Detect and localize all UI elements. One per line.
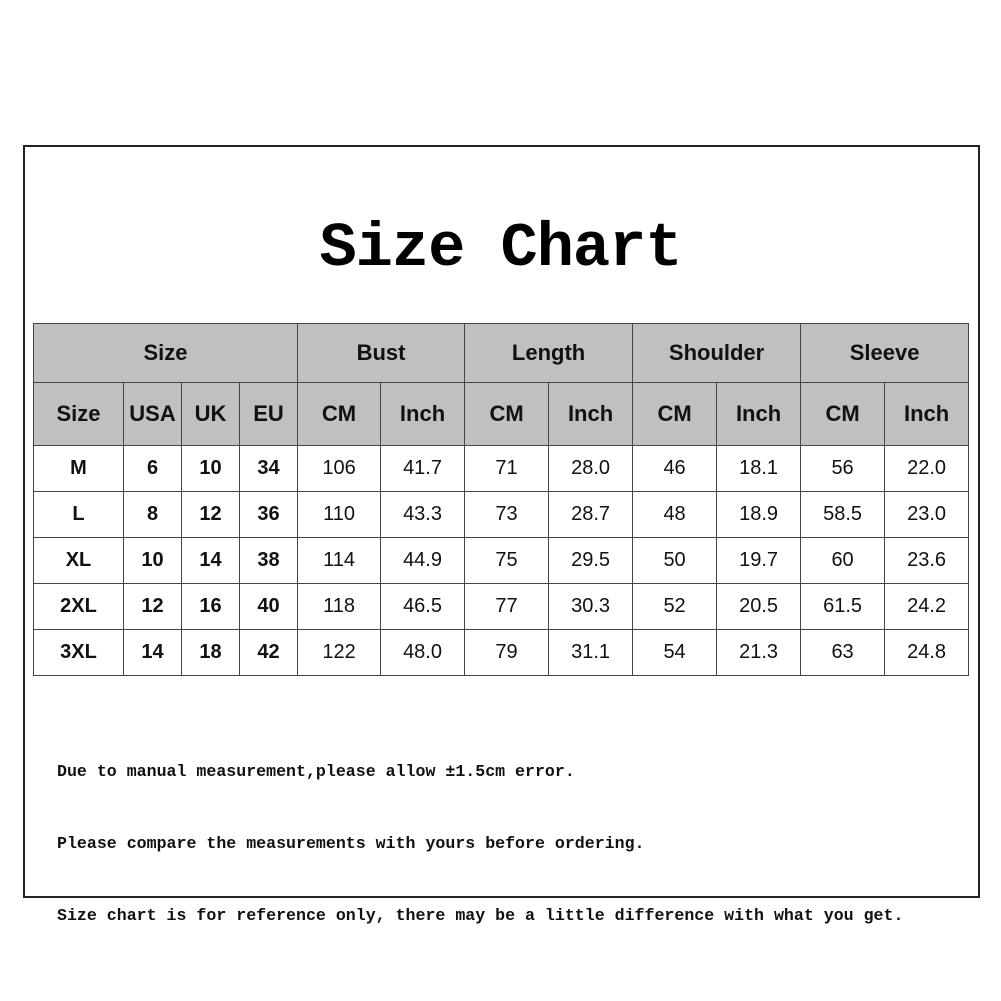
table-cell: M (33, 445, 124, 492)
column-header: USA (123, 382, 182, 446)
table-cell: 58.5 (800, 491, 886, 538)
table-cell: XL (33, 537, 124, 584)
group-header-row: Size Bust Length Shoulder Sleeve (32, 323, 970, 383)
table-cell: 48.0 (380, 629, 466, 676)
group-header: Length (464, 323, 634, 383)
table-cell: 110 (297, 491, 382, 538)
table-cell: 3XL (33, 629, 124, 676)
column-header: CM (297, 382, 382, 446)
table-cell: 38 (238, 537, 299, 584)
table-cell: L (33, 491, 124, 538)
table-cell: 75 (464, 537, 550, 584)
table-cell: 43.3 (380, 491, 466, 538)
column-header: Inch (716, 382, 802, 446)
table-cell: 61.5 (800, 583, 886, 630)
table-cell: 8 (123, 491, 182, 538)
table-cell: 29.5 (548, 537, 634, 584)
column-header: Size (33, 382, 124, 446)
column-header: UK (181, 382, 240, 446)
table-cell: 18.9 (716, 491, 802, 538)
group-header: Bust (297, 323, 466, 383)
table-cell: 28.7 (548, 491, 634, 538)
table-cell: 118 (297, 583, 382, 630)
table-cell: 46.5 (380, 583, 466, 630)
table-cell: 21.3 (716, 629, 802, 676)
table-cell: 52 (632, 583, 718, 630)
table-cell: 22.0 (884, 445, 970, 492)
table-cell: 40 (238, 583, 299, 630)
size-table: Size Bust Length Shoulder Sleeve Size USA… (32, 323, 970, 676)
group-header: Shoulder (632, 323, 802, 383)
table-cell: 2XL (33, 583, 124, 630)
table-row: 2XL 12 16 40 118 46.5 77 30.3 52 20.5 61.5 24.2 (33, 583, 970, 630)
column-header: CM (800, 382, 886, 446)
group-header: Size (32, 323, 299, 383)
table-row: L 8 12 36 110 43.3 73 28.7 48 18.9 58.5 23.0 (33, 491, 970, 538)
notes: Due to manual measurement,please allow ±… (57, 712, 903, 952)
table-cell: 54 (632, 629, 718, 676)
table-cell: 63 (800, 629, 886, 676)
table-cell: 23.0 (884, 491, 970, 538)
table-cell: 114 (297, 537, 382, 584)
column-header: Inch (548, 382, 634, 446)
table-cell: 122 (297, 629, 382, 676)
table-cell: 73 (464, 491, 550, 538)
table-cell: 44.9 (380, 537, 466, 584)
note-line: Size chart is for reference only, there … (57, 906, 904, 925)
table-cell: 20.5 (716, 583, 802, 630)
note-line: Please compare the measurements with you… (57, 834, 645, 853)
table-cell: 18.1 (716, 445, 802, 492)
table-cell: 23.6 (884, 537, 970, 584)
table-cell: 50 (632, 537, 718, 584)
table-cell: 14 (123, 629, 182, 676)
table-cell: 10 (181, 445, 240, 492)
table-cell: 24.2 (884, 583, 970, 630)
table-cell: 14 (181, 537, 240, 584)
table-cell: 18 (181, 629, 240, 676)
table-cell: 28.0 (548, 445, 634, 492)
column-header: Inch (884, 382, 970, 446)
table-cell: 42 (238, 629, 299, 676)
table-cell: 41.7 (380, 445, 466, 492)
table-row: 3XL 14 18 42 122 48.0 79 31.1 54 21.3 63 24.8 (33, 629, 970, 676)
table-cell: 30.3 (548, 583, 634, 630)
table-cell: 12 (181, 491, 240, 538)
table-cell: 60 (800, 537, 886, 584)
table-cell: 12 (123, 583, 182, 630)
table-cell: 6 (123, 445, 182, 492)
table-cell: 71 (464, 445, 550, 492)
table-cell: 46 (632, 445, 718, 492)
table-cell: 77 (464, 583, 550, 630)
column-header: CM (464, 382, 550, 446)
table-cell: 10 (123, 537, 182, 584)
table-row: XL 10 14 38 114 44.9 75 29.5 50 19.7 60 23.6 (33, 537, 970, 584)
group-header: Sleeve (800, 323, 970, 383)
table-cell: 56 (800, 445, 886, 492)
column-header: Inch (380, 382, 466, 446)
table-cell: 34 (238, 445, 299, 492)
table-cell: 48 (632, 491, 718, 538)
table-cell: 24.8 (884, 629, 970, 676)
table-cell: 106 (297, 445, 382, 492)
chart-frame (23, 145, 980, 898)
table-cell: 79 (464, 629, 550, 676)
column-header: CM (632, 382, 718, 446)
table-cell: 19.7 (716, 537, 802, 584)
table-row: M 6 10 34 106 41.7 71 28.0 46 18.1 56 22.0 (33, 445, 970, 492)
sub-header-row: Size USA UK EU CM Inch CM Inch CM Inch CM Inch (33, 382, 970, 446)
table-cell: 16 (181, 583, 240, 630)
column-header: EU (238, 382, 299, 446)
note-line: Due to manual measurement,please allow ±… (57, 762, 575, 781)
table-cell: 36 (238, 491, 299, 538)
page-title: Size Chart (319, 213, 682, 284)
table-cell: 31.1 (548, 629, 634, 676)
